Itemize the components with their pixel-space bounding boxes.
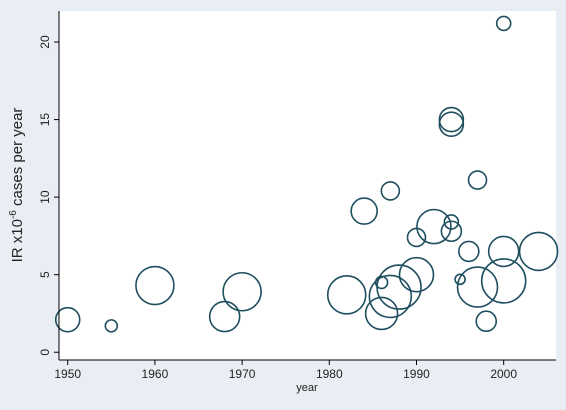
data-point-26 <box>480 258 527 304</box>
y-tick-label-0: 0 <box>38 349 52 356</box>
y-axis-label: IR x10-6 cases per year <box>8 108 26 263</box>
data-point-20 <box>458 240 480 263</box>
data-point-2 <box>135 265 175 306</box>
data-point-16 <box>438 111 465 138</box>
y-ticks: 0 5 10 15 20 <box>38 35 59 356</box>
data-point-22 <box>456 266 499 308</box>
data-point-18 <box>440 220 463 243</box>
y-axis-label-rest: cases per year <box>9 108 26 211</box>
data-point-9 <box>380 181 401 201</box>
data-point-19 <box>454 273 466 286</box>
x-ticks: 1950 1960 1970 1980 1990 2000 <box>54 360 517 381</box>
x-tick-label-1950: 1950 <box>54 367 81 381</box>
x-tick-label-1960: 1960 <box>142 367 169 381</box>
data-point-0 <box>54 306 81 333</box>
data-point-5 <box>326 275 367 315</box>
data-point-21 <box>467 170 488 190</box>
data-point-3 <box>208 300 241 333</box>
data-point-25 <box>487 235 520 268</box>
data-point-4 <box>222 271 262 312</box>
data-point-14 <box>416 208 452 245</box>
data-point-23 <box>475 310 498 333</box>
y-tick-label-5: 5 <box>38 271 52 278</box>
y-axis-label-main: IR x10 <box>9 219 26 262</box>
plot-area <box>59 11 556 360</box>
x-axis-label: year <box>296 382 318 394</box>
data-point-10 <box>368 274 413 319</box>
data-point-6 <box>350 197 378 225</box>
data-point-8 <box>364 296 399 331</box>
data-point-17 <box>443 214 460 230</box>
x-tick-label-2000: 2000 <box>490 367 517 381</box>
data-point-15 <box>438 106 465 133</box>
data-point-27 <box>518 231 559 272</box>
data-point-12 <box>398 256 435 293</box>
x-tick-label-1980: 1980 <box>316 367 343 381</box>
y-tick-label-10: 10 <box>38 190 52 204</box>
x-tick-label-1990: 1990 <box>403 367 430 381</box>
y-axis-label-exponent: -6 <box>8 210 19 219</box>
points-layer <box>54 15 559 333</box>
y-tick-label-15: 15 <box>38 113 52 127</box>
data-point-24 <box>495 15 512 32</box>
data-point-11 <box>376 264 422 310</box>
x-tick-label-1970: 1970 <box>229 367 256 381</box>
data-point-1 <box>104 319 119 333</box>
y-tick-label-20: 20 <box>38 35 52 49</box>
